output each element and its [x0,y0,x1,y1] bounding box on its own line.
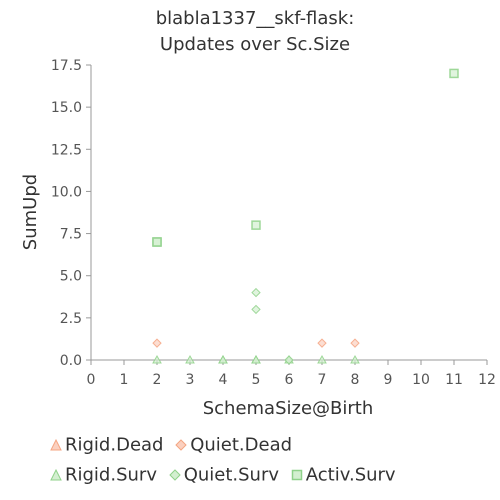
scatter-chart: blabla1337__skf-flask: Updates over Sc.S… [20,8,496,419]
x-tick-label: 12 [478,372,496,388]
point-quiet-surv [251,287,261,298]
x-tick-label: 10 [412,372,430,388]
x-tick-label: 11 [445,372,463,388]
legend-row-1: Rigid.Dead Quiet.Dead [50,434,490,464]
legend-item-rigid-dead: Rigid.Dead [50,434,163,456]
legend-item-quiet-surv: Quiet.Surv [168,464,280,486]
y-tick-label: 5.0 [60,269,82,285]
point-activ-surv [152,237,162,247]
x-tick-label: 6 [285,372,294,388]
x-tick-label: 0 [87,372,96,388]
point-quiet-dead [317,338,327,348]
legend-label-rigid-dead: Rigid.Dead [65,434,164,456]
y-tick-label: 2.5 [60,311,82,327]
triangle-marker-icon [50,468,62,481]
x-tick-label: 7 [318,372,327,388]
legend-label-rigid-surv: Rigid.Surv [65,464,157,486]
y-tick-label: 12.5 [51,142,82,158]
point-quiet-surv [284,355,294,365]
x-tick-label: 1 [120,372,129,388]
chart-title-line-1: blabla1337__skf-flask: [156,8,355,29]
point-rigid-surv [251,354,261,364]
legend-item-activ-surv: Activ.Surv [291,464,396,486]
point-quiet-dead [350,338,360,348]
point-quiet-dead [152,338,162,348]
x-tick-label: 2 [153,372,162,388]
point-activ-surv [251,220,261,230]
point-activ-surv [449,68,459,79]
x-tick-label: 5 [252,372,261,388]
chart-title-line-2: Updates over Sc.Size [160,34,350,55]
diamond-marker-icon [168,469,181,481]
x-tick-label: 4 [219,372,228,388]
y-tick-label: 7.5 [60,227,82,243]
x-tick-label: 8 [351,372,360,388]
data-points [152,68,459,365]
legend-row-2: Rigid.Surv Quiet.Surv Activ.Surv [50,464,490,494]
legend-item-quiet-dead: Quiet.Dead [175,434,292,456]
axes: 0 1 2 3 4 5 6 7 8 9 10 11 120.02.55.07.510.012.515.0… [51,58,496,388]
point-rigid-surv [350,354,360,364]
point-rigid-surv [218,354,228,364]
point-rigid-surv [317,354,327,364]
x-axis-label: SchemaSize@Birth [203,398,374,419]
legend-label-quiet-surv: Quiet.Surv [183,464,280,486]
legend-label-activ-surv: Activ.Surv [305,464,396,486]
x-tick-label: 9 [384,372,393,388]
triangle-marker-icon [50,438,62,451]
y-axis-label: SumUpd [20,174,41,250]
y-tick-label: 15.0 [51,100,82,116]
x-tick-label: 3 [186,372,195,388]
legend: Rigid.Dead Quiet.Dead Rigid.Surv Quiet.S… [50,434,490,494]
y-tick-label: 10.0 [51,184,82,200]
legend-label-quiet-dead: Quiet.Dead [190,434,293,456]
diamond-marker-icon [175,439,187,451]
square-marker-icon [291,469,303,481]
y-tick-label: 17.5 [51,58,82,74]
point-quiet-surv [251,304,261,315]
point-rigid-surv [152,354,162,364]
legend-item-rigid-surv: Rigid.Surv [50,464,157,486]
point-rigid-surv [185,354,195,364]
y-tick-label: 0.0 [60,353,82,369]
